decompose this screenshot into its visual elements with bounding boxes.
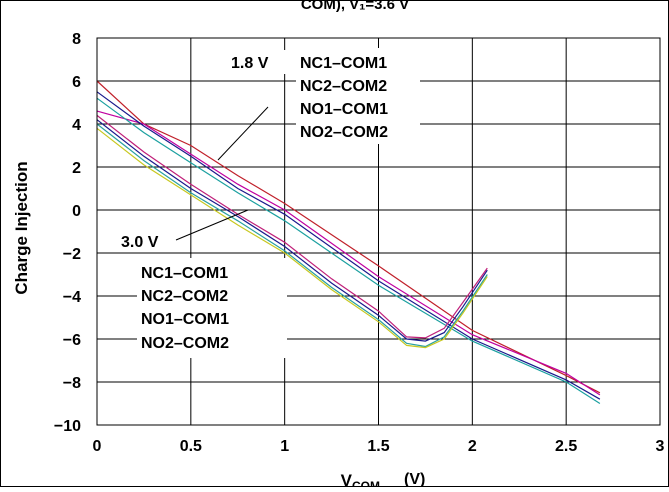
y-tick-label: −10 <box>54 418 81 435</box>
y-tick-label: −2 <box>63 246 81 263</box>
y-tick-label: −8 <box>63 375 81 392</box>
x-axis-label-unit: (V) <box>404 471 425 487</box>
annotation-3-0v-line-1: NC1–COM1 <box>141 265 228 282</box>
annotation-3-0v-bg <box>116 230 174 252</box>
x-tick-label: 1.5 <box>367 438 389 455</box>
y-tick-label: 8 <box>72 31 81 48</box>
series-line-3-0v-3 <box>96 127 488 349</box>
annotation-3-0v-line-4: NO2–COM2 <box>141 335 229 352</box>
series-line-1-8v-2 <box>96 110 601 396</box>
annotation-1-8v-leader <box>217 106 269 161</box>
plot-area-border <box>96 37 661 426</box>
y-tick-label: −4 <box>63 289 81 306</box>
y-axis-label: Charge Injection <box>12 161 31 294</box>
series-line-3-0v-2 <box>96 123 488 348</box>
x-tick-label: 0 <box>93 438 102 455</box>
x-tick-label: 2 <box>468 438 477 455</box>
annotation-1-8v-line-2: NC2–COM2 <box>300 78 387 95</box>
x-tick-label: 2.5 <box>555 438 577 455</box>
y-tick-label: 4 <box>72 117 81 134</box>
y-tick-label: 6 <box>72 74 81 91</box>
annotation-1-8v-voltage: 1.8 V <box>231 55 269 72</box>
x-tick-label: 0.5 <box>180 438 202 455</box>
annotation-1-8v-line-4: NO2–COM2 <box>300 124 388 141</box>
annotation-3-0v-line-2: NC2–COM2 <box>141 288 228 305</box>
annotation-3-0v-line-3: NO1–COM1 <box>141 311 229 328</box>
annotation-1-8v-bg <box>228 50 286 74</box>
series-line-1-8v-3 <box>96 91 601 400</box>
x-axis-label-subscript: COM <box>352 479 380 487</box>
tick-label-layer: 0 0.5 1 1.5 2 2.5 3 −10 −8 −6 −4 −2 0 2 4 6 8 <box>54 31 665 455</box>
series-line-3-0v-4 <box>96 114 488 339</box>
y-tick-label: 0 <box>72 203 81 220</box>
annotation-1-8v-line-3: NO1–COM1 <box>300 101 388 118</box>
annotation-3-0v: 3.0 V NC1–COM1 NC2–COM2 NO1–COM1 NO2–COM… <box>116 209 287 358</box>
annotation-3-0v-voltage: 3.0 V <box>121 234 159 251</box>
annotation-3-0v-leader <box>175 209 249 241</box>
series-layer <box>96 80 601 405</box>
series-line-1-8v-4 <box>96 97 601 405</box>
series-line-3-0v-1 <box>96 119 488 342</box>
y-tick-label: −6 <box>63 332 81 349</box>
chart-title: COM), V₁=3.6 V <box>301 0 409 13</box>
x-axis-label-main: V <box>341 471 353 487</box>
y-tick-label: 2 <box>72 160 81 177</box>
annotation-1-8v-line-1: NC1–COM1 <box>300 55 387 72</box>
annotation-3-0v-box <box>137 258 287 358</box>
annotation-1-8v-box <box>296 48 420 144</box>
annotation-1-8v: 1.8 V NC1–COM1 NC2–COM2 NO1–COM1 NO2–COM… <box>217 48 420 161</box>
x-tick-label: 1 <box>280 438 289 455</box>
x-axis-label: V <box>341 471 353 487</box>
x-tick-label: 3 <box>656 438 665 455</box>
